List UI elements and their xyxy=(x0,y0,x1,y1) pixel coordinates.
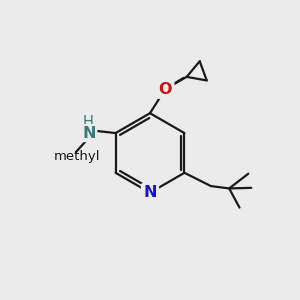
Text: H: H xyxy=(82,115,93,130)
Text: methyl: methyl xyxy=(54,150,100,163)
Text: N: N xyxy=(82,126,96,141)
Text: N: N xyxy=(143,185,157,200)
Text: O: O xyxy=(159,82,172,97)
